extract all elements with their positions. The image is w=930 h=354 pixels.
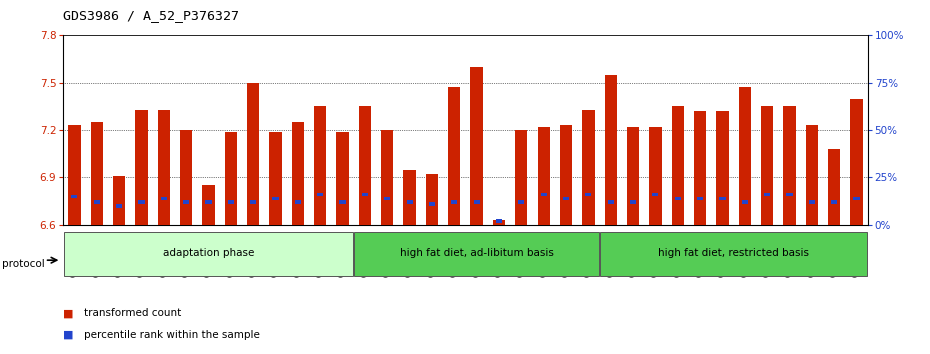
Bar [471,67,483,225]
Bar [359,107,371,225]
Bar [649,127,661,225]
Bar [473,200,480,204]
Bar [362,193,368,196]
Bar [563,196,569,200]
Text: adaptation phase: adaptation phase [163,248,254,258]
Bar [317,193,324,196]
Bar [630,200,636,204]
Bar [496,219,502,223]
Bar [716,111,728,225]
Bar [671,107,684,225]
Text: GDS3986 / A_52_P376327: GDS3986 / A_52_P376327 [63,9,239,22]
Bar [604,75,617,225]
Bar [292,122,304,225]
Bar [850,98,863,225]
Bar [228,200,234,204]
Bar [805,125,818,225]
Bar [493,220,505,225]
Bar [116,204,122,207]
Bar [761,107,773,225]
Bar [270,132,282,225]
Bar [783,107,796,225]
Bar [337,132,349,225]
Bar [448,87,460,225]
Text: high fat diet, restricted basis: high fat diet, restricted basis [658,248,809,258]
Bar [809,200,815,204]
Bar [68,125,81,225]
Bar [742,200,748,204]
Bar [203,185,215,225]
Bar [314,107,326,225]
Bar [113,176,126,225]
Bar [180,130,193,225]
Bar [135,110,148,225]
Bar [518,200,525,204]
Bar [429,202,435,206]
Bar [381,130,393,225]
Text: percentile rank within the sample: percentile rank within the sample [84,330,259,339]
Bar [585,193,591,196]
Text: ■: ■ [63,308,73,318]
Bar [854,196,859,200]
Text: protocol: protocol [2,259,45,269]
Bar [828,149,841,225]
Bar [206,200,211,204]
Bar [627,127,639,225]
Text: ■: ■ [63,330,73,339]
Bar [831,200,837,204]
Bar [183,200,189,204]
Bar [406,200,413,204]
Bar [225,132,237,225]
Bar [247,83,259,225]
Bar [295,200,301,204]
Bar [674,196,681,200]
Bar [787,193,792,196]
Bar [250,200,257,204]
Bar [607,200,614,204]
Bar [404,170,416,225]
Bar [540,193,547,196]
Bar [339,200,346,204]
Bar [720,196,725,200]
Bar [697,196,703,200]
Bar [538,127,550,225]
Bar [560,125,572,225]
Bar [515,130,527,225]
Bar [94,200,100,204]
Bar [161,196,166,200]
Bar [72,195,77,198]
Bar [139,200,144,204]
Bar [158,110,170,225]
Bar [600,233,868,275]
Bar [694,111,706,225]
Bar [384,196,391,200]
Bar [272,196,279,200]
Bar [426,174,438,225]
Bar [63,233,353,275]
Bar [582,110,594,225]
Bar [451,200,458,204]
Bar [764,193,770,196]
Text: high fat diet, ad-libitum basis: high fat diet, ad-libitum basis [400,248,553,258]
Bar [90,122,103,225]
Bar [354,233,599,275]
Bar [738,87,751,225]
Text: transformed count: transformed count [84,308,181,318]
Bar [652,193,658,196]
